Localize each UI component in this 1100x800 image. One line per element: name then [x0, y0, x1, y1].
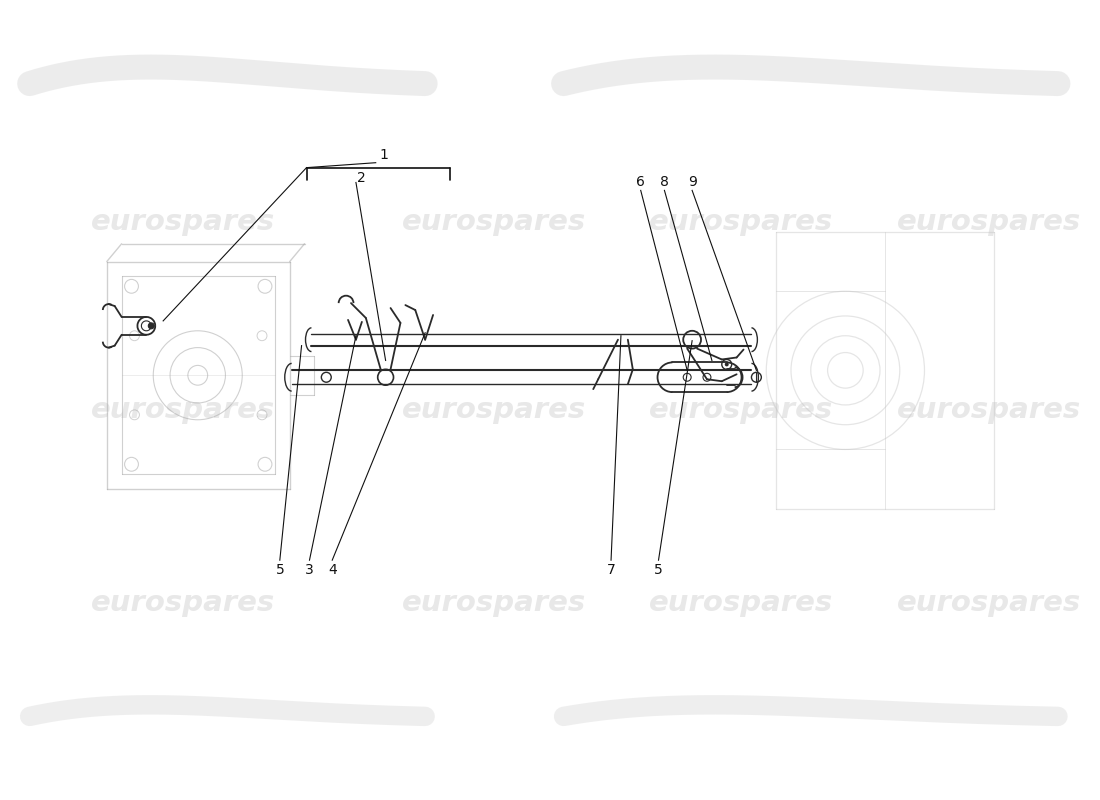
Text: 9: 9	[688, 175, 696, 190]
Text: eurospares: eurospares	[403, 396, 586, 424]
Text: eurospares: eurospares	[649, 208, 834, 236]
Text: 3: 3	[305, 563, 314, 577]
FancyArrow shape	[97, 618, 161, 682]
Text: eurospares: eurospares	[403, 208, 586, 236]
Text: eurospares: eurospares	[403, 589, 586, 617]
Circle shape	[725, 362, 728, 366]
Circle shape	[148, 323, 154, 329]
Text: eurospares: eurospares	[91, 208, 275, 236]
Text: eurospares: eurospares	[896, 396, 1081, 424]
Text: 7: 7	[607, 563, 615, 577]
Text: eurospares: eurospares	[649, 589, 834, 617]
Text: 5: 5	[275, 563, 284, 577]
Text: eurospares: eurospares	[896, 589, 1081, 617]
Text: eurospares: eurospares	[91, 396, 275, 424]
Text: 8: 8	[660, 175, 669, 190]
Text: eurospares: eurospares	[896, 208, 1081, 236]
Text: 4: 4	[328, 563, 337, 577]
Text: 1: 1	[379, 148, 388, 162]
Text: 2: 2	[356, 170, 365, 185]
Text: 5: 5	[654, 563, 663, 577]
Text: eurospares: eurospares	[91, 589, 275, 617]
Text: eurospares: eurospares	[649, 396, 834, 424]
Text: 6: 6	[636, 175, 645, 190]
